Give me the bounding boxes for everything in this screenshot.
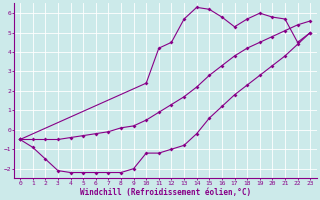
X-axis label: Windchill (Refroidissement éolien,°C): Windchill (Refroidissement éolien,°C) [80,188,251,197]
